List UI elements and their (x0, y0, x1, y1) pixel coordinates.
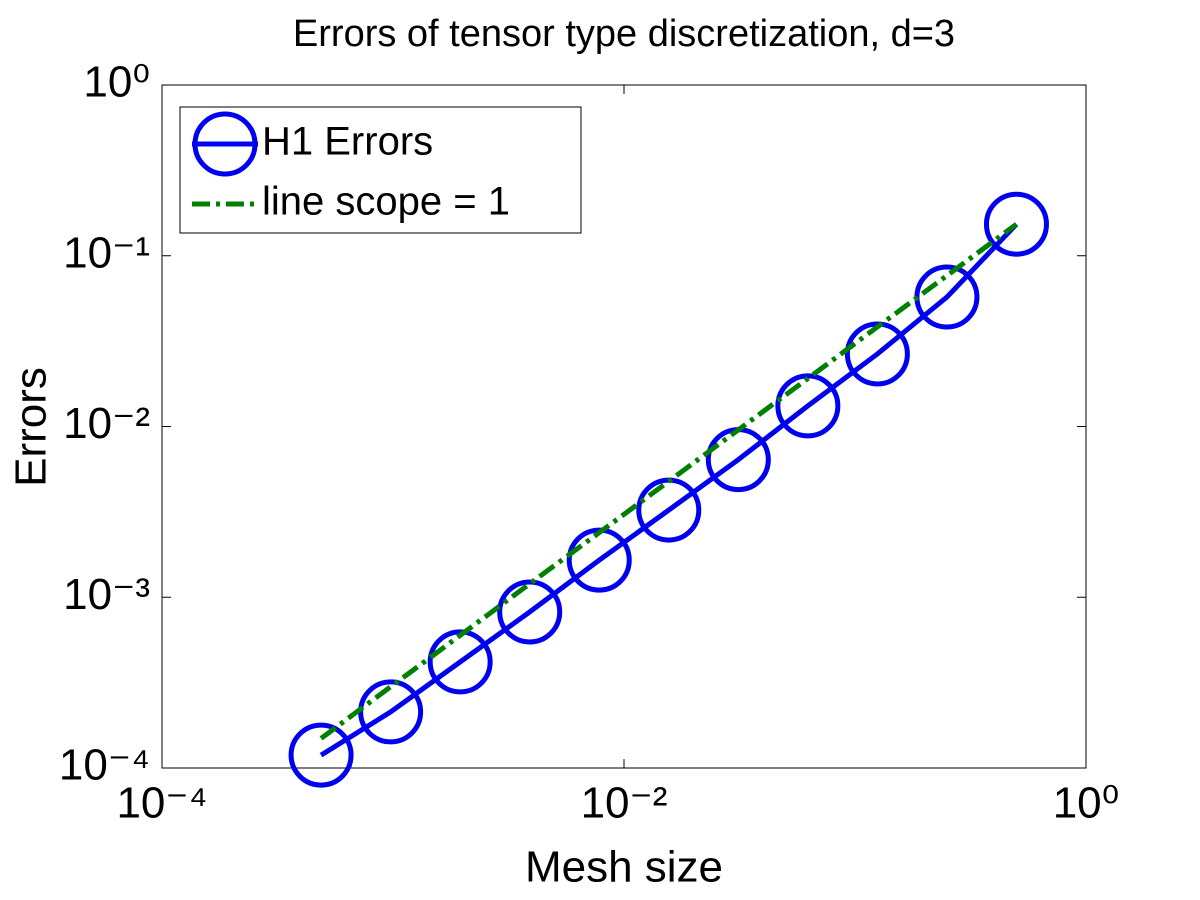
legend-box (179, 106, 582, 234)
data-point (775, 373, 841, 439)
x-axis-label: Mesh size (525, 843, 723, 892)
x-tick-label: 10⁻² (581, 779, 668, 828)
y-tick-label: 10⁻¹ (63, 228, 150, 277)
data-point (427, 629, 493, 695)
data-point (497, 579, 563, 645)
y-tick-label: 10⁰ (83, 58, 150, 107)
legend-label: line scope = 1 (262, 180, 510, 224)
data-point (983, 191, 1049, 257)
x-tick-label: 10⁰ (1053, 779, 1120, 828)
legend-marker (192, 111, 258, 177)
x-tick-label: 10⁻⁴ (116, 779, 207, 828)
chart-title: Errors of tensor type discretization, d=… (293, 13, 955, 55)
y-tick-label: 10⁻⁴ (59, 741, 150, 790)
y-axis-label: Errors (7, 367, 56, 487)
legend-label: H1 Errors (262, 120, 433, 164)
y-tick-label: 10⁻² (63, 399, 150, 448)
data-point (288, 722, 354, 788)
y-tick-label: 10⁻³ (63, 570, 150, 619)
series-line (319, 222, 1018, 741)
